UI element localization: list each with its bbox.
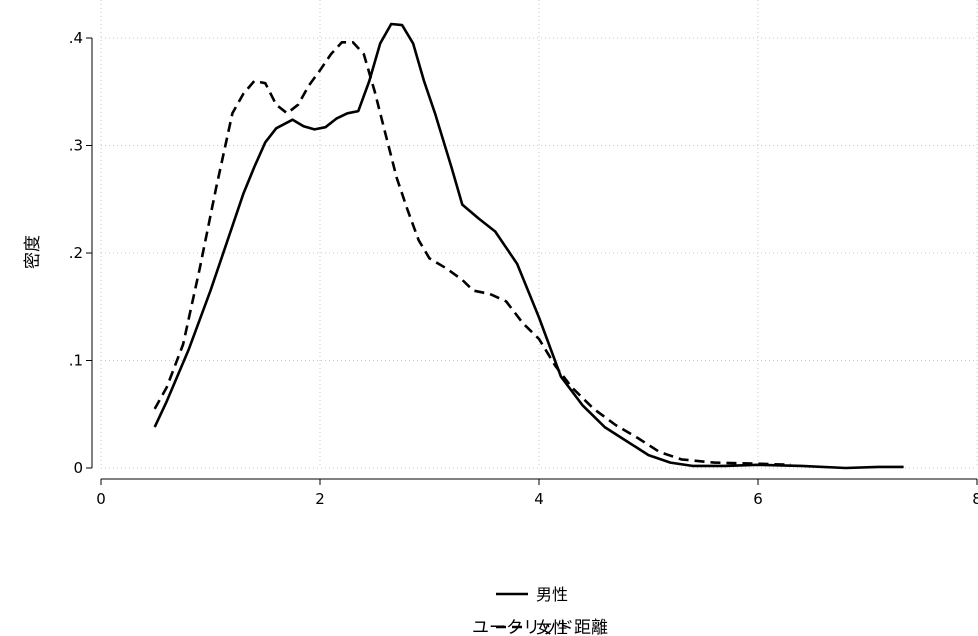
y-tick-label: .3 bbox=[69, 137, 83, 155]
legend-label: 男性 bbox=[536, 585, 568, 604]
x-tick-label: 0 bbox=[96, 490, 106, 508]
series-line-male bbox=[153, 22, 904, 470]
y-tick-label: .1 bbox=[69, 352, 83, 370]
x-tick-label: 8 bbox=[972, 490, 978, 508]
y-tick-label: 0 bbox=[73, 459, 83, 477]
grid-lines bbox=[100, 0, 978, 469]
series-line-female bbox=[153, 41, 791, 467]
legend-label: 女性 bbox=[536, 618, 568, 636]
x-tick-label: 2 bbox=[315, 490, 325, 508]
x-tick-label: 6 bbox=[753, 490, 763, 508]
y-tick-label: .2 bbox=[69, 244, 83, 262]
x-axis-title: ユークリッド距離 bbox=[472, 618, 608, 636]
series-group bbox=[153, 22, 904, 470]
y-tick-label: .4 bbox=[69, 29, 83, 47]
axes: 0 .1 .2 .3 .4 0 2 4 6 8 bbox=[69, 29, 978, 508]
x-tick-label: 4 bbox=[534, 490, 544, 508]
y-axis-title: 密度 bbox=[23, 235, 43, 269]
